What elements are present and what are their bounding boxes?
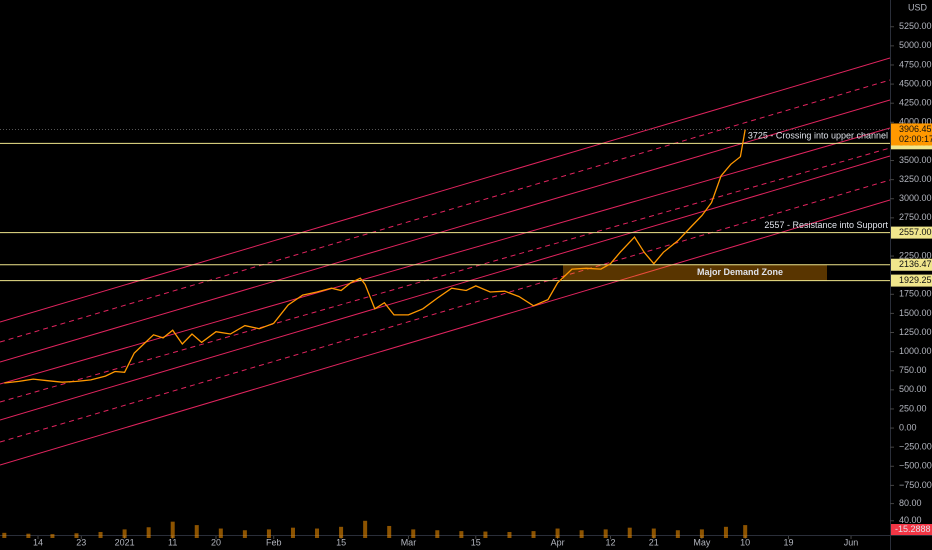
volume-bar: [699, 529, 704, 538]
channel-line: [0, 147, 891, 403]
volume-bar: [603, 529, 608, 538]
y-tick-label: 250.00: [899, 403, 927, 413]
indicator-label: -15.2888: [895, 524, 931, 534]
y-tick-label: −750.00: [899, 480, 932, 490]
volume-bar: [743, 525, 748, 538]
y-tick-label: −250.00: [899, 442, 932, 452]
y-tick-label: 3000.00: [899, 193, 932, 203]
volume-bar: [483, 531, 488, 538]
channel-line: [0, 127, 891, 385]
y-tick-label: 1750.00: [899, 289, 932, 299]
level-note: 2557 - Resistance into Support: [764, 220, 888, 230]
channel-line: [0, 179, 891, 443]
channel-line: [0, 57, 891, 323]
channel-line: [0, 155, 891, 421]
currency-label: USD: [908, 2, 928, 12]
y-tick-label: 500.00: [899, 384, 927, 394]
volume-bar: [459, 531, 464, 538]
volume-bar: [74, 533, 79, 538]
x-tick-label: 21: [649, 537, 659, 547]
y-tick-label: 750.00: [899, 365, 927, 375]
x-tick-label: 11: [168, 537, 177, 547]
x-tick-label: 12: [605, 537, 615, 547]
volume-bar: [435, 530, 440, 538]
demand-zone: [563, 264, 827, 281]
x-tick-label: Apr: [551, 537, 565, 547]
volume-bar: [2, 532, 7, 538]
x-tick-label: 20: [211, 537, 221, 547]
level-tag: [891, 258, 932, 271]
y-tick-label: 80.00: [899, 498, 922, 508]
volume-bar: [339, 526, 344, 538]
volume-bar: [675, 530, 680, 538]
y-tick-label: 1000.00: [899, 346, 932, 356]
level-label: 1929.25: [899, 275, 932, 285]
level-label: 2136.47: [899, 259, 932, 269]
y-tick-label: 2250.00: [899, 250, 932, 260]
volume-bar: [242, 530, 247, 538]
volume-bar: [26, 533, 31, 538]
y-tick-label: 3250.00: [899, 174, 932, 184]
indicator-tag: [891, 524, 932, 535]
y-tick-label: 4000.00: [899, 117, 932, 127]
y-tick-label: 4500.00: [899, 78, 932, 88]
volume-bar: [218, 528, 223, 538]
volume-bar: [579, 530, 584, 538]
x-tick-label: 15: [471, 537, 481, 547]
volume-bar: [627, 527, 632, 538]
volume-bar: [194, 525, 199, 538]
level-tag: [891, 226, 932, 239]
x-tick-label: Feb: [266, 537, 282, 547]
last-price-label: 3906.45: [899, 124, 932, 134]
volume-bar: [555, 528, 560, 538]
volume-bar: [122, 529, 127, 538]
volume-bar: [170, 521, 175, 538]
volume-bar: [50, 534, 55, 538]
level-note: 3725 - Crossing into upper channel: [748, 131, 888, 141]
channel: [0, 57, 891, 466]
volume-bar: [146, 527, 151, 538]
x-tick-label: 15: [336, 537, 346, 547]
y-tick-label: 0.00: [899, 422, 917, 432]
level-tag: [891, 274, 932, 287]
channel-line: [0, 79, 891, 343]
x-tick-label: 14: [33, 537, 43, 547]
y-tick-label: 40.00: [899, 515, 922, 525]
x-tick-label: 19: [783, 537, 793, 547]
countdown-label: 02:00:17: [899, 134, 932, 144]
y-tick-label: 1500.00: [899, 308, 932, 318]
volume-bar: [411, 529, 416, 538]
zone-label: Major Demand Zone: [697, 267, 783, 277]
x-tick-label: Mar: [401, 537, 417, 547]
volume-bar: [651, 528, 656, 538]
x-tick-label: May: [693, 537, 711, 547]
volume-bar: [266, 529, 271, 538]
last-price-tag: [891, 123, 932, 146]
y-tick-label: 3500.00: [899, 155, 932, 165]
y-tick-label: 2750.00: [899, 212, 932, 222]
y-tick-label: 5250.00: [899, 21, 932, 31]
x-tick-label: 10: [740, 537, 750, 547]
volume-bar: [723, 526, 728, 538]
y-tick-label: 5000.00: [899, 40, 932, 50]
volume-bar: [315, 528, 320, 538]
channel-line: [0, 199, 891, 466]
volume-bar: [531, 531, 536, 538]
y-tick-label: 4250.00: [899, 98, 932, 108]
volume-bar: [387, 525, 392, 538]
volume-bar: [98, 531, 103, 538]
x-tick-label: 23: [76, 537, 86, 547]
volume-bar: [363, 520, 368, 538]
y-tick-label: 1250.00: [899, 327, 932, 337]
y-tick-label: 4750.00: [899, 59, 932, 69]
x-tick-label: Jun: [844, 537, 859, 547]
volume-bar: [507, 531, 512, 538]
price-line: [4, 129, 746, 384]
level-label: 2557.00: [899, 227, 932, 237]
x-tick-label: 2021: [115, 537, 135, 547]
volume-bar: [290, 527, 295, 538]
y-tick-label: −500.00: [899, 461, 932, 471]
